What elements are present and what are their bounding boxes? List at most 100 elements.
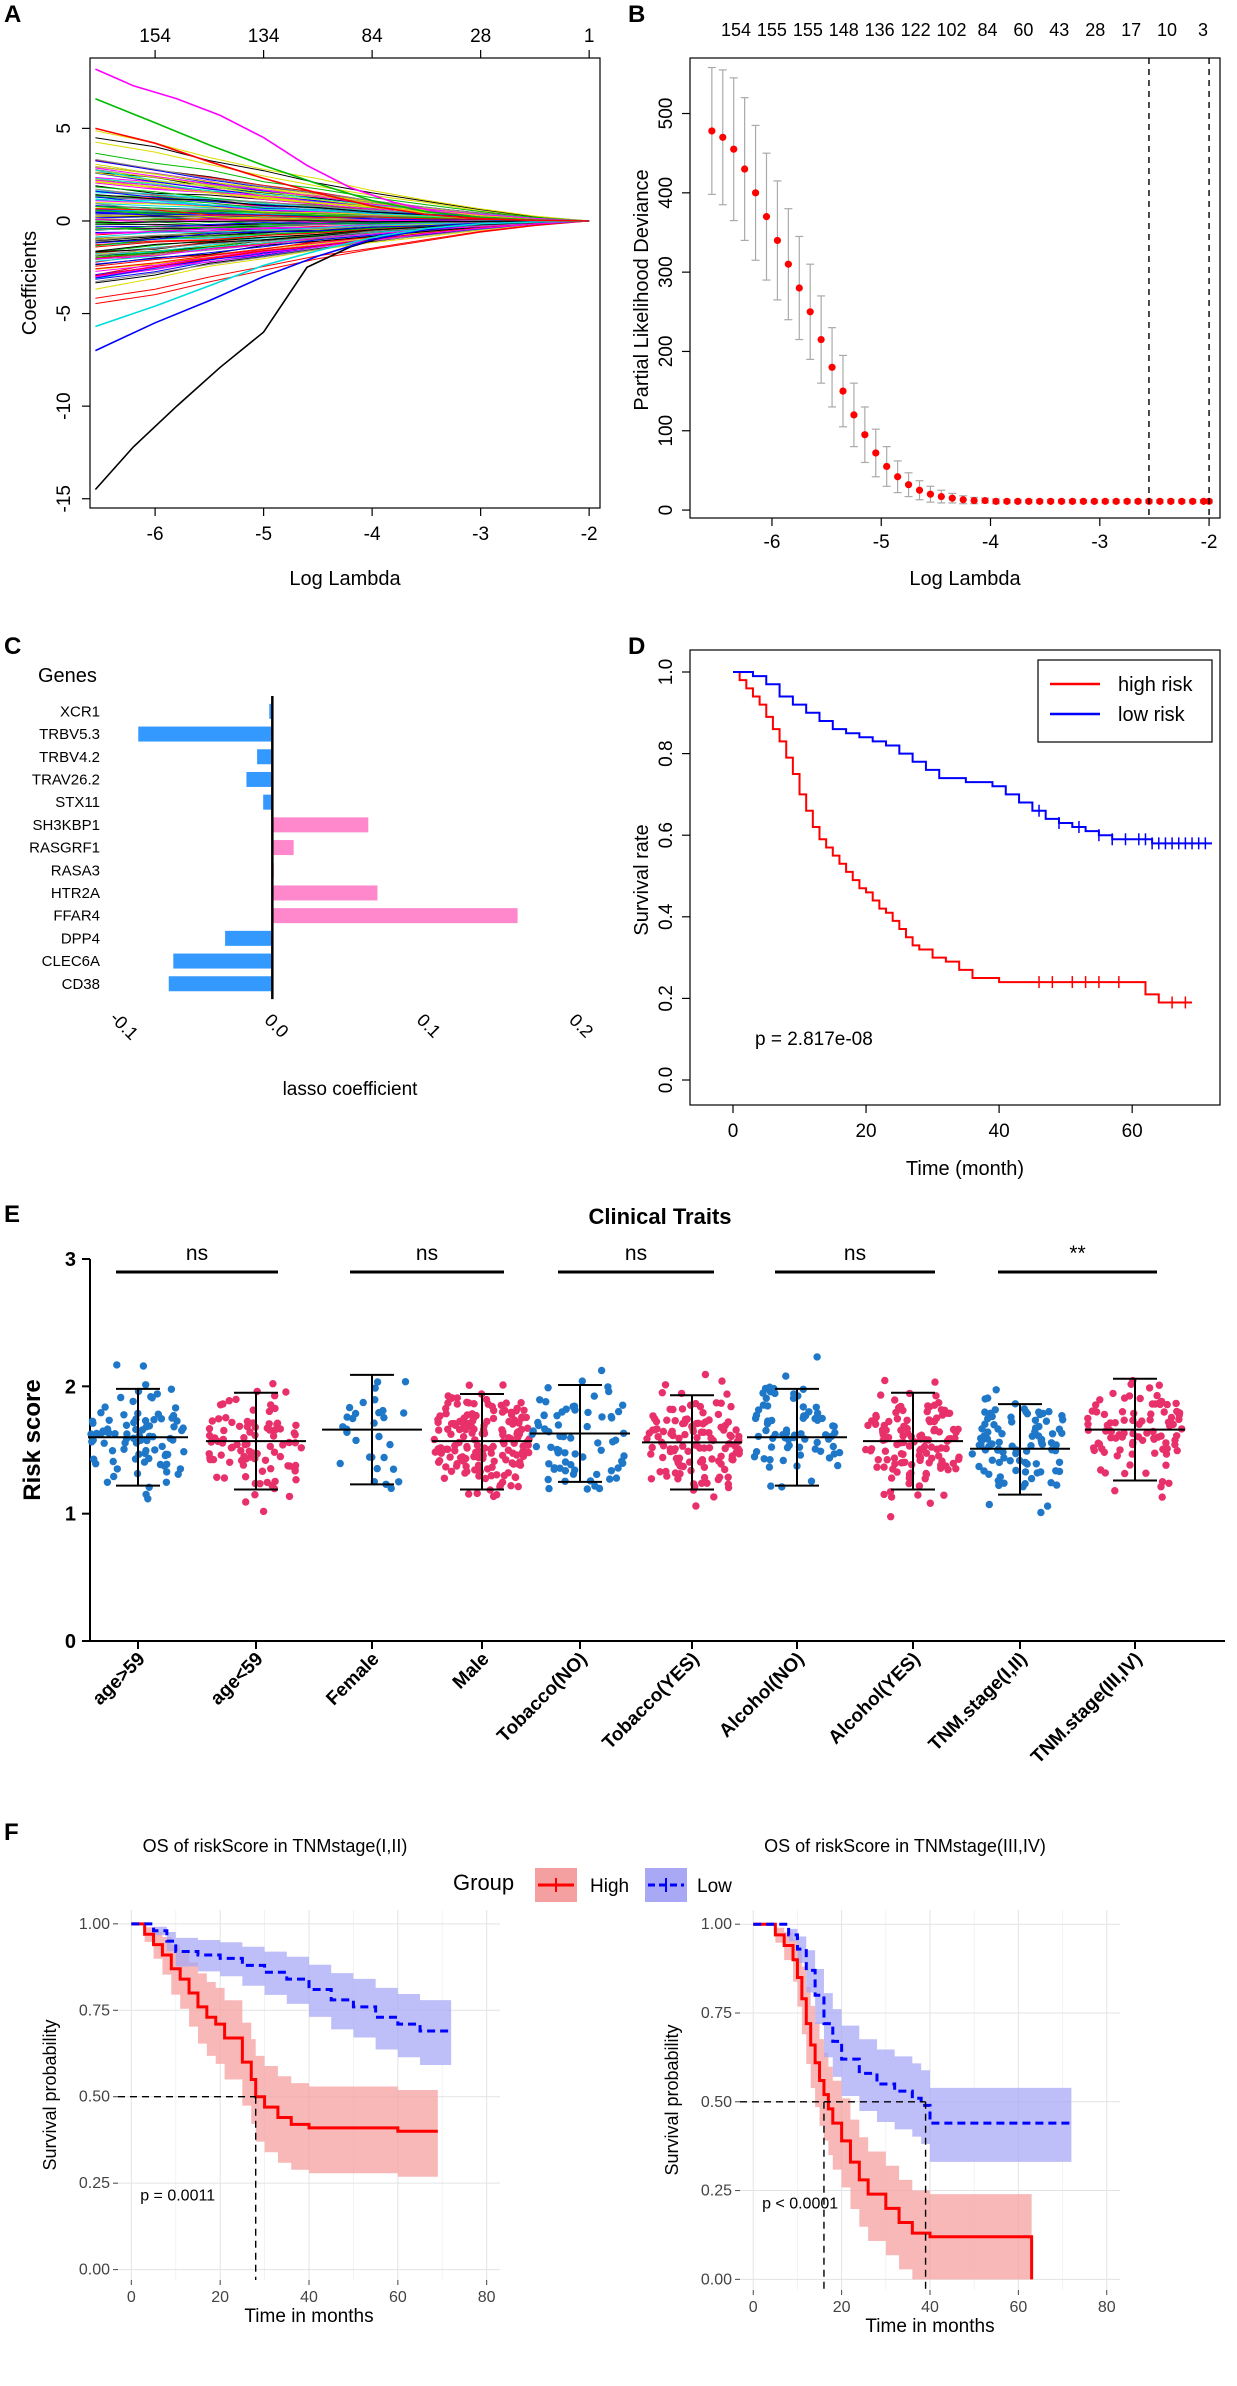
risk-point: [101, 1403, 109, 1411]
risk-point: [618, 1457, 626, 1465]
deviance-point: [1123, 497, 1131, 505]
y-tick-label: 0.8: [656, 740, 677, 766]
risk-point: [1006, 1457, 1014, 1465]
legend-title: Group: [453, 1870, 514, 1895]
top-tick-label: 122: [901, 20, 931, 40]
risk-point: [1118, 1408, 1127, 1416]
deviance-point: [1167, 497, 1175, 505]
significance-label: **: [1069, 1242, 1085, 1265]
risk-point: [395, 1478, 403, 1486]
risk-point: [532, 1442, 541, 1451]
risk-point: [271, 1392, 279, 1400]
y-tick-label: 0: [65, 1631, 76, 1653]
top-tick-label: 154: [139, 26, 171, 47]
y-axis-label: Coefficients: [19, 231, 41, 335]
y-tick-label: 0.75: [79, 2002, 110, 2019]
risk-point: [434, 1445, 442, 1453]
risk-point: [1146, 1416, 1154, 1424]
risk-point: [140, 1458, 149, 1466]
x-tick-label: -2: [1201, 532, 1218, 553]
risk-point: [914, 1491, 922, 1499]
top-tick-label: 136: [865, 20, 895, 40]
risk-point: [162, 1478, 171, 1487]
coef-bar: [272, 885, 378, 901]
risk-point: [1058, 1412, 1066, 1420]
p-value: p = 0.0011: [140, 2187, 215, 2204]
risk-point: [811, 1445, 819, 1453]
risk-point: [375, 1432, 383, 1441]
panel-label-a: A: [4, 1, 21, 28]
risk-point: [273, 1419, 282, 1427]
risk-point: [1097, 1466, 1105, 1474]
risk-point: [710, 1493, 718, 1501]
risk-point: [927, 1443, 936, 1451]
risk-point: [509, 1449, 517, 1457]
risk-point: [1032, 1460, 1041, 1468]
risk-point: [219, 1400, 227, 1408]
deviance-point: [883, 462, 891, 471]
coef-bar: [138, 726, 273, 742]
risk-point: [349, 1414, 357, 1423]
x-tick-label: -4: [982, 532, 999, 553]
risk-point: [389, 1465, 398, 1473]
y-tick-label: 1.0: [656, 659, 677, 685]
risk-point: [658, 1389, 666, 1397]
risk-point: [157, 1415, 166, 1423]
risk-point: [917, 1431, 926, 1439]
risk-point: [343, 1413, 351, 1421]
risk-point: [717, 1399, 725, 1407]
risk-point: [951, 1434, 959, 1442]
risk-point: [265, 1407, 274, 1416]
risk-point: [513, 1428, 522, 1437]
risk-point: [444, 1425, 452, 1434]
risk-point: [496, 1481, 505, 1489]
risk-point: [1147, 1410, 1155, 1418]
chart-title: OS of riskScore in TNMstage(III,IV): [764, 1836, 1046, 1856]
risk-point: [541, 1425, 549, 1433]
risk-point: [700, 1444, 708, 1452]
survival-curve-high: [753, 1922, 1034, 2280]
risk-point: [386, 1440, 394, 1449]
risk-point: [108, 1447, 117, 1455]
risk-point: [170, 1423, 178, 1431]
risk-point: [1035, 1408, 1043, 1416]
risk-point: [544, 1384, 552, 1392]
risk-point: [524, 1441, 532, 1449]
confidence-band-high: [131, 1923, 438, 2177]
coef-bar: [173, 953, 273, 969]
risk-point: [291, 1461, 300, 1470]
coef-path: [95, 137, 590, 222]
risk-point: [782, 1426, 791, 1434]
risk-point: [509, 1460, 518, 1468]
y-tick-label: 0: [656, 505, 677, 516]
risk-point: [1173, 1446, 1181, 1455]
risk-point: [903, 1416, 911, 1425]
gene-label: RASGRF1: [29, 840, 100, 857]
risk-point: [597, 1366, 606, 1375]
risk-point: [117, 1393, 125, 1402]
risk-point: [862, 1445, 870, 1454]
top-tick-label: 134: [248, 26, 280, 47]
risk-point: [571, 1406, 579, 1414]
risk-point: [796, 1451, 805, 1459]
x-tick-label: -5: [873, 532, 890, 553]
risk-point: [647, 1475, 656, 1483]
deviance-point: [1014, 497, 1022, 505]
risk-point: [1037, 1508, 1045, 1517]
risk-point: [455, 1438, 463, 1447]
risk-point: [893, 1468, 901, 1476]
risk-point: [887, 1474, 896, 1482]
risk-point: [550, 1464, 559, 1472]
x-tick-label: 60: [1009, 2299, 1027, 2316]
risk-point: [1130, 1409, 1138, 1418]
gene-label: TRBV5.3: [39, 726, 100, 743]
risk-point: [261, 1456, 270, 1465]
risk-point: [208, 1417, 216, 1425]
risk-point: [482, 1395, 491, 1404]
top-tick-label: 155: [757, 20, 787, 40]
x-axis-label: Log Lambda: [909, 568, 1021, 590]
risk-point: [1031, 1416, 1040, 1425]
risk-point: [110, 1472, 118, 1481]
risk-point: [700, 1463, 709, 1472]
coef-bar: [168, 976, 273, 992]
